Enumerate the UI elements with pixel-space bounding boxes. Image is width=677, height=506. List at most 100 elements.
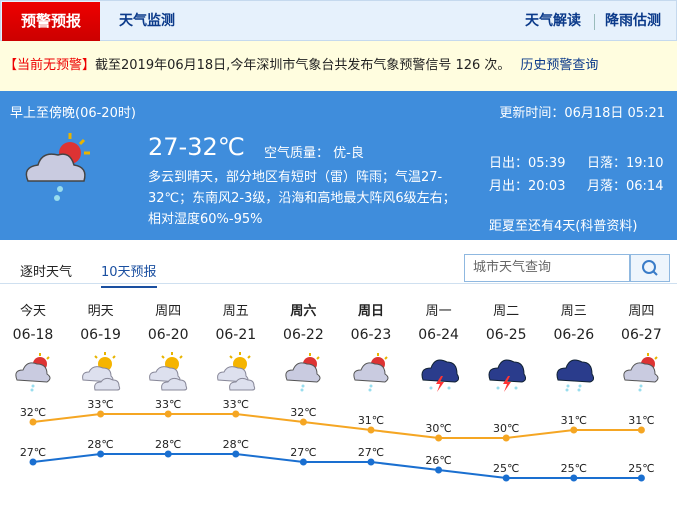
shower-icon	[285, 353, 321, 392]
forecast-day: 周五	[222, 304, 249, 319]
forecast-date: 06-22	[283, 327, 324, 343]
low-temp-label: 26℃	[425, 454, 451, 467]
forecast-date: 06-27	[621, 327, 662, 343]
alert-status: 【当前无预警】	[4, 58, 96, 73]
forecast-date: 06-24	[418, 327, 459, 343]
moonset: 月落：06:14	[587, 179, 664, 194]
city-search-input[interactable]: 城市天气查询	[464, 254, 630, 282]
high-temp-point	[299, 418, 307, 426]
forecast-day: 周一	[425, 304, 452, 319]
low-temp-point	[570, 474, 578, 482]
forecast-date: 06-21	[215, 327, 257, 343]
forecast-day: 明天	[87, 304, 114, 319]
moonrise: 月出：20:03	[489, 179, 566, 194]
low-temp-point	[637, 474, 645, 482]
shower-icon	[15, 353, 51, 392]
top-nav: 预警预报 天气监测 天气解读 降雨估测	[0, 0, 677, 41]
forecast-day: 周二	[493, 304, 520, 319]
period: 早上至傍晚(06-20时)	[10, 106, 136, 121]
desc-line-3: 相对湿度60%-95%	[148, 212, 263, 227]
low-temp-label: 27℃	[358, 446, 384, 459]
desc-line-1: 多云到晴天，部分地区有短时（雷）阵雨；气温27-	[148, 170, 443, 185]
high-temp-point	[502, 434, 510, 442]
forecast-day: 周四	[155, 304, 182, 319]
high-temp-label: 33℃	[223, 398, 249, 411]
temperature-chart: 32℃ 27℃ 33℃ 28℃ 33℃ 28℃ 33℃ 28℃ 32℃ 27℃ 31℃ 27℃ 30℃ 2…	[20, 398, 655, 482]
high-temp-point	[435, 434, 443, 442]
low-temp-label: 28℃	[223, 438, 249, 451]
low-temp-line	[32, 453, 642, 479]
partly-cloudy-icon	[149, 352, 188, 391]
forecast-date: 06-20	[147, 327, 189, 343]
high-temp-point	[637, 426, 645, 434]
low-temp-label: 28℃	[155, 438, 181, 451]
forecast-day: 周三	[560, 304, 587, 319]
forecast-date: 06-18	[12, 327, 54, 343]
partly-cloudy-icon	[216, 352, 255, 391]
forecast-day: 周日	[357, 304, 384, 319]
low-temp-point	[97, 450, 105, 458]
partly-cloudy-icon	[81, 352, 120, 391]
tab-hourly[interactable]: 逐时天气	[20, 265, 73, 280]
link-rain-estimate[interactable]: 降雨估测	[605, 13, 661, 29]
today-panel: 早上至傍晚(06-20时) 更新时间：06月18日 05:21 27-32℃ 空…	[0, 91, 677, 240]
low-temp-point	[29, 458, 37, 466]
air-quality: 空气质量： 优-良	[264, 146, 364, 161]
low-temp-label: 27℃	[290, 446, 316, 459]
sunset: 日落：19:10	[587, 156, 664, 171]
forecast-tabs: 逐时天气 10天预报	[0, 241, 677, 288]
shower-icon	[623, 353, 659, 392]
high-temp-label: 30℃	[493, 422, 519, 435]
forecast-day: 周六	[290, 304, 317, 319]
low-temp-label: 25℃	[628, 462, 654, 475]
forecast-date: 06-19	[80, 327, 121, 343]
summer-solstice-link[interactable]: 距夏至还有4天(科普资料)	[489, 219, 638, 234]
forecast-date: 06-26	[553, 327, 595, 343]
high-temp-line	[32, 413, 642, 439]
high-temp-point	[97, 410, 105, 418]
low-temp-point	[299, 458, 307, 466]
high-temp-point	[570, 426, 578, 434]
temp-range: 27-32℃	[148, 133, 245, 161]
low-temp-point	[435, 466, 443, 474]
tab-warning-forecast[interactable]: 预警预报	[2, 2, 100, 41]
alert-text: 截至2019年06月18日,今年深圳市气象台共发布气象预警信号 126 次。	[95, 58, 511, 73]
high-temp-label: 33℃	[87, 398, 113, 411]
tab-weather-monitor[interactable]: 天气监测	[119, 13, 175, 29]
high-temp-point	[367, 426, 375, 434]
high-temp-label: 33℃	[155, 398, 181, 411]
history-warning-link[interactable]: 历史预警查询	[520, 58, 599, 73]
rain-icon	[556, 359, 594, 392]
high-temp-label: 31℃	[628, 414, 654, 427]
shower-icon	[353, 353, 389, 392]
high-temp-label: 31℃	[561, 414, 587, 427]
link-weather-interpret[interactable]: 天气解读	[525, 13, 581, 29]
forecast-date: 06-25	[485, 327, 527, 343]
high-temp-label: 32℃	[290, 406, 316, 419]
high-temp-point	[164, 410, 172, 418]
cloud-sun-rain-icon	[25, 133, 90, 201]
divider	[594, 14, 595, 30]
search-button[interactable]	[630, 254, 670, 282]
low-temp-point	[232, 450, 240, 458]
forecast-day: 周四	[628, 304, 655, 319]
alert-bar: 【当前无预警】截至2019年06月18日,今年深圳市气象台共发布气象预警信号 1…	[0, 41, 677, 91]
thunderstorm-icon	[421, 359, 459, 392]
high-temp-label: 32℃	[20, 406, 46, 419]
update-time: 更新时间：06月18日 05:21	[499, 106, 665, 121]
high-temp-label: 31℃	[358, 414, 384, 427]
low-temp-point	[367, 458, 375, 466]
forecast-date: 06-23	[350, 327, 392, 343]
high-temp-point	[232, 410, 240, 418]
low-temp-label: 25℃	[493, 462, 519, 475]
low-temp-label: 27℃	[20, 446, 46, 459]
low-temp-label: 28℃	[87, 438, 113, 451]
tab-10day[interactable]: 10天预报	[101, 261, 157, 288]
high-temp-point	[29, 418, 37, 426]
low-temp-point	[164, 450, 172, 458]
low-temp-point	[502, 474, 510, 482]
search-icon	[642, 260, 658, 276]
low-temp-label: 25℃	[561, 462, 587, 475]
desc-line-2: 32℃；东南风2-3级，沿海和高地最大阵风6级左右；	[148, 191, 456, 206]
high-temp-label: 30℃	[425, 422, 451, 435]
